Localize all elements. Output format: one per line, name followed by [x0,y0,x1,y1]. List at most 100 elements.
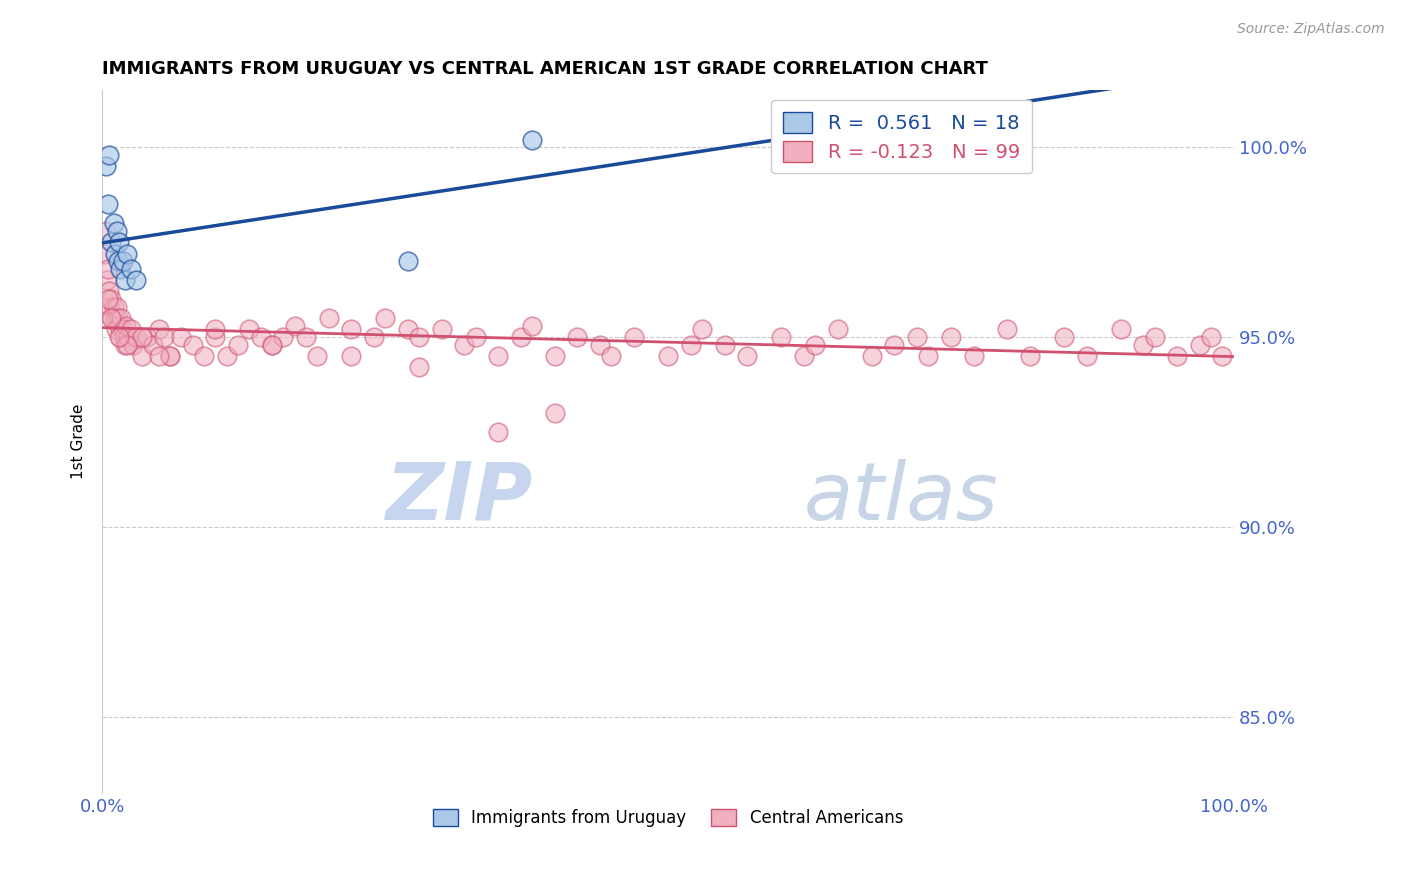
Point [120,261,142,276]
Point [544,406,567,420]
Point [827,322,849,336]
Point [318,311,340,326]
Point [238,322,260,336]
Point [260,337,283,351]
Point [125,330,148,344]
Point [115,337,138,351]
Text: IMMIGRANTS FROM URUGUAY VS CENTRAL AMERICAN 1ST GRADE CORRELATION CHART: IMMIGRANTS FROM URUGUAY VS CENTRAL AMERI… [103,60,988,78]
Point [997,322,1019,336]
Point [107,254,129,268]
Point [464,330,486,344]
Point [103,300,125,314]
Point [107,311,129,326]
Text: Source: ZipAtlas.com: Source: ZipAtlas.com [1237,22,1385,37]
Point [108,330,131,344]
Point [101,311,124,326]
Point [307,349,329,363]
Point [600,349,623,363]
Point [522,318,544,333]
Point [589,337,612,351]
Y-axis label: 1st Grade: 1st Grade [72,404,86,479]
Point [363,330,385,344]
Point [204,330,226,344]
Point [94,224,117,238]
Point [114,337,136,351]
Point [111,322,134,336]
Point [108,235,131,249]
Point [215,349,238,363]
Point [136,330,159,344]
Point [112,330,135,344]
Point [295,330,318,344]
Point [110,261,132,276]
Point [105,300,128,314]
Point [793,349,815,363]
Point [226,337,249,351]
Point [509,330,531,344]
Point [100,235,122,249]
Point [93,246,115,260]
Point [148,322,170,336]
Point [1166,349,1188,363]
Point [103,216,125,230]
Point [486,425,509,439]
Point [917,349,939,363]
Point [204,322,226,336]
Point [115,318,138,333]
Point [131,349,153,363]
Point [104,311,127,326]
Point [193,349,215,363]
Point [735,349,758,363]
Point [260,337,283,351]
Point [962,349,984,363]
Text: atlas: atlas [804,458,998,537]
Point [249,330,271,344]
Point [939,330,962,344]
Point [125,273,148,287]
Point [657,349,679,363]
Point [117,330,139,344]
Point [486,349,509,363]
Point [713,337,735,351]
Point [142,337,165,351]
Point [114,273,136,287]
Point [396,322,419,336]
Point [96,273,118,287]
Text: ZIP: ZIP [385,458,533,537]
Point [110,311,132,326]
Point [374,311,396,326]
Point [679,337,702,351]
Point [181,337,204,351]
Point [110,330,132,344]
Point [340,349,363,363]
Point [98,300,121,314]
Point [97,261,120,276]
Point [148,349,170,363]
Point [690,322,713,336]
Point [804,337,827,351]
Point [544,349,567,363]
Point [1211,349,1233,363]
Point [170,330,193,344]
Legend: Immigrants from Uruguay, Central Americans: Immigrants from Uruguay, Central America… [426,802,910,833]
Point [104,322,127,336]
Point [860,349,883,363]
Point [94,159,117,173]
Point [567,330,589,344]
Point [408,360,430,375]
Point [408,330,430,344]
Point [98,285,121,299]
Point [396,254,419,268]
Point [271,330,294,344]
Point [1053,330,1076,344]
Point [98,148,121,162]
Point [430,322,453,336]
Point [97,197,120,211]
Point [108,318,131,333]
Point [883,337,905,351]
Point [159,349,181,363]
Point [115,246,138,260]
Point [1188,337,1211,351]
Point [623,330,645,344]
Point [97,292,120,306]
